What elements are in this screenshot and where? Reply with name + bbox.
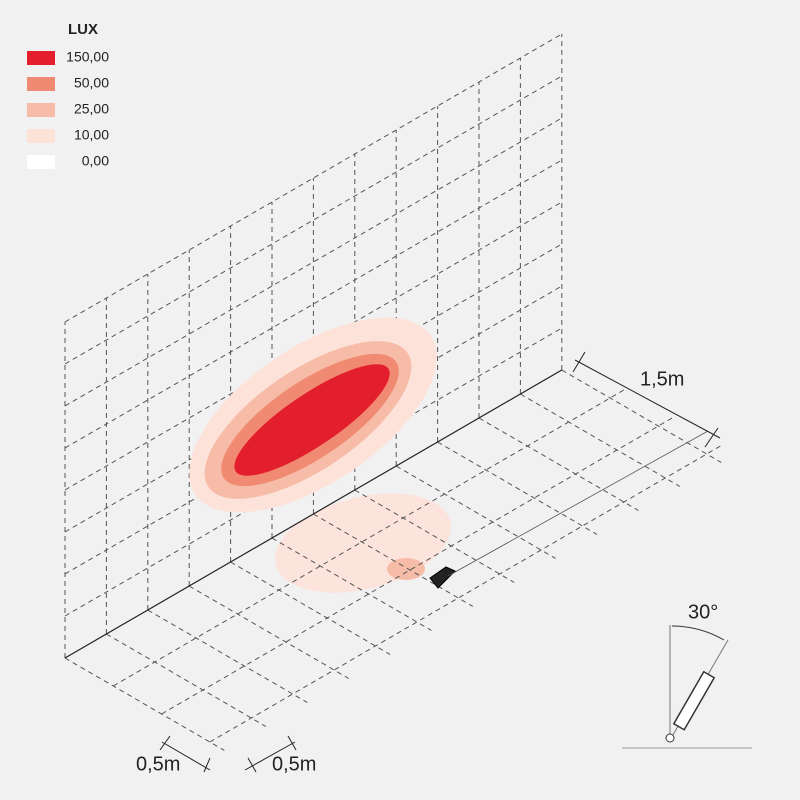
legend-title: LUX xyxy=(68,21,98,38)
grid-line xyxy=(561,369,722,463)
grid-line xyxy=(64,327,563,617)
legend-swatch xyxy=(27,155,55,169)
grid-line xyxy=(354,489,515,583)
legend-label: 25,00 xyxy=(74,101,109,117)
grid-line xyxy=(64,159,563,449)
grid-line xyxy=(188,585,349,679)
zone-25 xyxy=(387,558,425,580)
pivot xyxy=(665,733,675,743)
dim-line xyxy=(244,741,296,771)
fixture-icon xyxy=(622,625,752,749)
legend-swatch xyxy=(27,77,55,91)
zone-150 xyxy=(234,364,390,476)
dim-tick xyxy=(704,427,719,448)
dim-tick xyxy=(247,757,257,773)
angle-label: 30° xyxy=(688,601,718,623)
grid-line xyxy=(64,75,563,365)
dim-tick xyxy=(572,351,586,373)
grid-line xyxy=(64,657,225,751)
legend: LUX 150,00 50,00 25,00 10,00 0,00 xyxy=(27,21,109,169)
dimensions xyxy=(159,351,721,773)
grid-line xyxy=(395,465,556,559)
beam-line xyxy=(447,430,709,577)
luminaire xyxy=(672,670,716,731)
grid-line xyxy=(147,609,308,703)
dim-tick xyxy=(287,735,297,751)
legend-label: 0,00 xyxy=(82,153,109,169)
grid-line xyxy=(478,417,639,511)
grid-front xyxy=(64,369,724,751)
legend-swatch xyxy=(27,103,55,117)
grid-line xyxy=(64,201,563,491)
dim-tick xyxy=(203,757,211,773)
dim-line xyxy=(161,741,211,771)
dim-label: 1,5m xyxy=(640,368,684,390)
legend-swatch xyxy=(27,51,55,65)
dim-tick xyxy=(159,735,171,751)
grid-line xyxy=(437,441,598,535)
legend-label: 150,00 xyxy=(66,49,109,65)
dim-label: 0,5m xyxy=(272,753,316,775)
grid-line xyxy=(64,117,563,407)
grid-line xyxy=(271,537,432,631)
grid-line xyxy=(64,285,563,575)
legend-label: 10,00 xyxy=(74,127,109,143)
grid-line xyxy=(64,33,563,323)
legend-swatch xyxy=(27,129,55,143)
wall-base xyxy=(64,369,563,659)
grid-line xyxy=(520,393,681,487)
grid-line xyxy=(230,561,391,655)
dim-label: 0,5m xyxy=(136,753,180,775)
grid-line xyxy=(106,633,267,727)
fixture xyxy=(429,566,456,589)
grid-line xyxy=(64,243,563,533)
angle-arc xyxy=(671,625,725,641)
legend-label: 50,00 xyxy=(74,75,109,91)
wall-isolux xyxy=(189,317,437,513)
grid-line xyxy=(313,513,474,607)
dim-line xyxy=(574,359,721,439)
legend-items: 150,00 50,00 25,00 10,00 0,00 xyxy=(27,49,109,169)
